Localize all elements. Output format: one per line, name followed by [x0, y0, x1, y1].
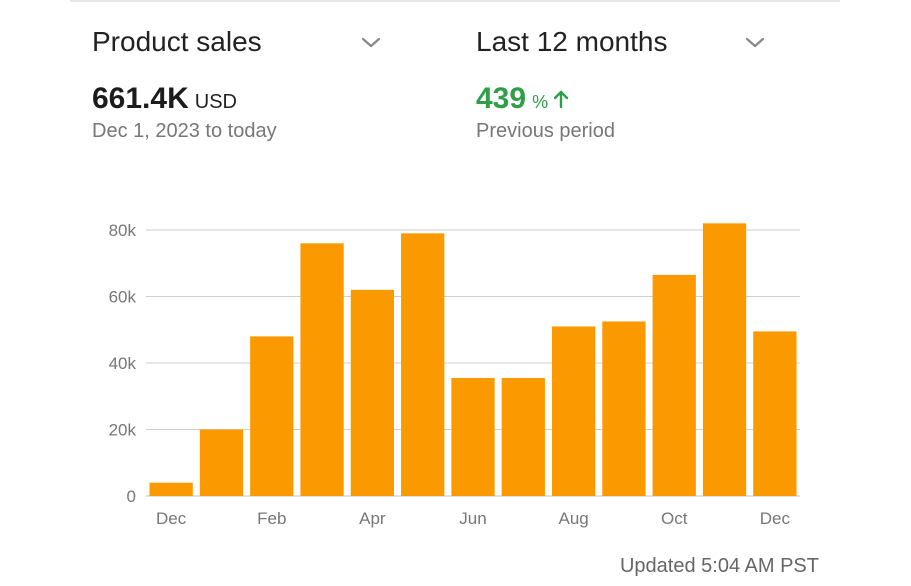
bar-nov[interactable]: [702, 223, 747, 496]
total-sales-period: Dec 1, 2023 to today: [92, 120, 277, 142]
chevron-down-icon: [745, 37, 765, 48]
top-divider: [70, 0, 840, 2]
y-tick-label: 20k: [109, 421, 137, 440]
chevron-down-icon: [361, 37, 381, 48]
metric-selector-label: Product sales: [92, 26, 262, 57]
date-range-selector-label: Last 12 months: [476, 26, 668, 57]
comparison-period-label: Previous period: [476, 120, 615, 142]
period-change-unit: %: [532, 92, 549, 112]
bar-jul[interactable]: [501, 377, 545, 496]
x-tick-label: Jun: [459, 509, 486, 528]
period-change-value: 439%: [476, 82, 570, 116]
x-tick-label: Dec: [156, 509, 187, 528]
date-range-selector[interactable]: Last 12 months: [476, 22, 766, 62]
bar-feb[interactable]: [250, 336, 294, 496]
x-tick-label: Dec: [760, 509, 791, 528]
bar-dec[interactable]: [149, 482, 193, 496]
bar-may[interactable]: [401, 233, 445, 496]
total-sales-value: 661.4K USD: [92, 82, 237, 116]
y-tick-label: 0: [127, 487, 136, 506]
y-tick-label: 80k: [109, 221, 137, 240]
bar-mar[interactable]: [300, 243, 344, 496]
total-sales-amount: 661.4K: [92, 82, 189, 115]
arrow-up-icon: [553, 90, 569, 109]
sales-bar-chart: 0 20k 40k 60k 80k Dec Feb Apr Jun Aug Oct Dec: [109, 221, 800, 528]
period-change-amount: 439: [476, 82, 527, 115]
total-sales-unit: USD: [194, 91, 237, 113]
x-tick-label: Apr: [359, 509, 386, 528]
bar-jan[interactable]: [199, 429, 244, 497]
bar-oct[interactable]: [652, 274, 696, 496]
bar-aug[interactable]: [551, 326, 596, 496]
y-tick-label: 60k: [109, 288, 137, 307]
bar-apr[interactable]: [350, 289, 395, 496]
metric-selector[interactable]: Product sales: [92, 22, 382, 62]
x-tick-label: Oct: [661, 509, 688, 528]
x-tick-label: Feb: [257, 509, 286, 528]
y-tick-label: 40k: [109, 354, 137, 373]
bar-jun[interactable]: [451, 377, 495, 496]
bar-sep[interactable]: [602, 321, 646, 496]
updated-timestamp: Updated 5:04 AM PST: [619, 555, 819, 577]
bar-dec[interactable]: [753, 331, 797, 496]
x-tick-label: Aug: [558, 509, 588, 528]
